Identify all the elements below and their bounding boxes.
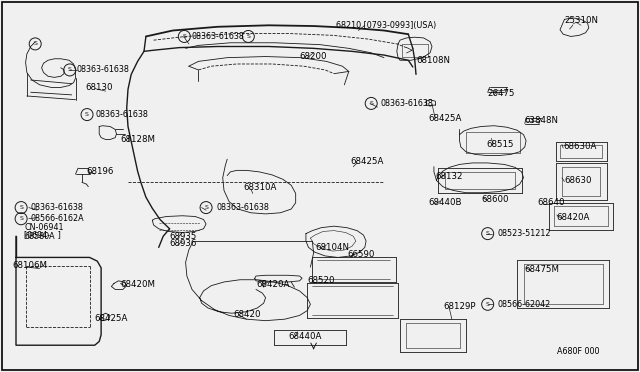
Text: 68936: 68936 xyxy=(170,239,197,248)
Text: S: S xyxy=(33,41,37,46)
Text: 68310A: 68310A xyxy=(243,183,276,192)
Text: 68210 [0793-0993](USA): 68210 [0793-0993](USA) xyxy=(336,21,436,30)
Text: 68630A: 68630A xyxy=(563,142,596,151)
Text: 68129P: 68129P xyxy=(443,302,476,311)
Text: S: S xyxy=(486,302,490,307)
Text: 68475M: 68475M xyxy=(525,265,560,274)
Text: S: S xyxy=(369,101,373,106)
Text: 66590: 66590 xyxy=(347,250,374,259)
Text: 68515: 68515 xyxy=(486,140,514,149)
Text: S: S xyxy=(85,112,89,117)
Text: 68640: 68640 xyxy=(538,198,565,207)
Text: 68420A: 68420A xyxy=(557,213,590,222)
Text: 08363-61638: 08363-61638 xyxy=(216,203,269,212)
Text: 68104N: 68104N xyxy=(315,243,349,252)
Text: 68128M: 68128M xyxy=(120,135,156,144)
Text: S: S xyxy=(182,34,186,39)
Text: 08363-61638: 08363-61638 xyxy=(96,110,149,119)
Text: 26475: 26475 xyxy=(488,89,515,98)
Text: 68440B: 68440B xyxy=(429,198,462,207)
Text: 68520: 68520 xyxy=(307,276,335,285)
Text: 68580A: 68580A xyxy=(24,232,55,241)
Text: 68425A: 68425A xyxy=(95,314,128,323)
Text: 68425A: 68425A xyxy=(429,114,462,123)
Text: 08363-61638: 08363-61638 xyxy=(192,32,245,41)
Text: S: S xyxy=(68,67,72,73)
Text: 68196: 68196 xyxy=(86,167,114,176)
Text: 08363-61638: 08363-61638 xyxy=(381,99,434,108)
Text: 68106M: 68106M xyxy=(13,262,48,270)
Text: S: S xyxy=(204,205,208,210)
Text: 68420A: 68420A xyxy=(256,280,289,289)
Text: 68130: 68130 xyxy=(85,83,113,92)
Text: 68200: 68200 xyxy=(300,52,327,61)
Text: 08523-51212: 08523-51212 xyxy=(498,229,552,238)
Text: 68935: 68935 xyxy=(170,232,197,241)
Text: 68132: 68132 xyxy=(435,172,463,181)
Text: 08363-61638: 08363-61638 xyxy=(77,65,130,74)
Text: S: S xyxy=(486,231,490,236)
Text: 25310N: 25310N xyxy=(564,16,598,25)
Text: 68630: 68630 xyxy=(564,176,592,185)
Text: [0694-   ]: [0694- ] xyxy=(24,231,61,240)
Text: 63848N: 63848N xyxy=(525,116,559,125)
Text: S: S xyxy=(19,216,23,221)
Text: 08566-62042: 08566-62042 xyxy=(498,300,551,309)
Text: 68440A: 68440A xyxy=(288,332,321,341)
Text: 68420: 68420 xyxy=(234,310,261,319)
Text: 68600: 68600 xyxy=(481,195,509,203)
Text: 68425A: 68425A xyxy=(351,157,384,166)
Text: 68108N: 68108N xyxy=(416,56,450,65)
Text: 68420M: 68420M xyxy=(120,280,156,289)
Text: 08566-6162A: 08566-6162A xyxy=(31,214,84,223)
Text: CN-06941: CN-06941 xyxy=(24,223,64,232)
Text: 08363-61638: 08363-61638 xyxy=(31,203,84,212)
Text: S: S xyxy=(19,205,23,210)
Text: S: S xyxy=(246,34,250,39)
Text: A680F 000: A680F 000 xyxy=(557,347,599,356)
